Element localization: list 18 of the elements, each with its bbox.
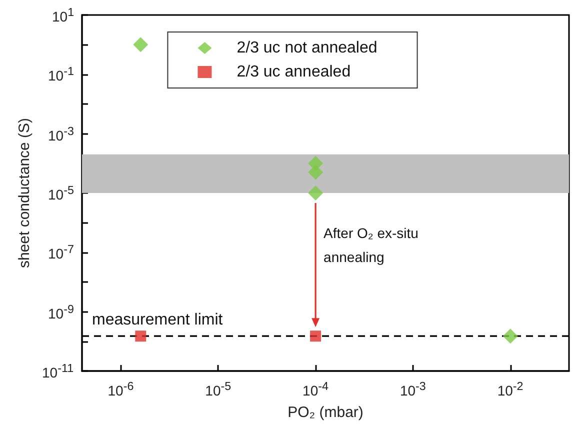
y-tick-label: 10$^{-3}$ [48, 124, 74, 144]
x-tick-label: 10$^{-4}$ [302, 379, 328, 399]
x-tick-label: 10$^{-3}$ [400, 379, 426, 399]
legend-label: 2/3 uc annealed [236, 64, 351, 80]
ref-line-label: measurement limit [92, 312, 224, 329]
y-tick-label: 10$^{-9}$ [48, 302, 74, 322]
legend-label: 2/3 uc not annealed [236, 40, 378, 56]
x-axis-title: PO₂ (mbar) [288, 404, 364, 421]
y-axis-title: sheet conductance (S) [16, 118, 33, 268]
annotation: After O₂ ex-situ annealing [324, 225, 422, 266]
y-tick-label: 10$^{1}$ [52, 5, 74, 25]
y-tick-label: 10$^{-5}$ [48, 183, 74, 203]
x-tick-label: 10$^{-6}$ [108, 379, 134, 399]
x-tick-label: 10$^{-2}$ [497, 379, 524, 399]
x-tick-label: 10$^{-5}$ [205, 379, 232, 399]
y-tick-label: 10$^{-1}$ [48, 64, 74, 84]
y-tick-label: 10$^{-11}$ [42, 361, 74, 381]
y-tick-label: 10$^{-7}$ [48, 242, 74, 262]
